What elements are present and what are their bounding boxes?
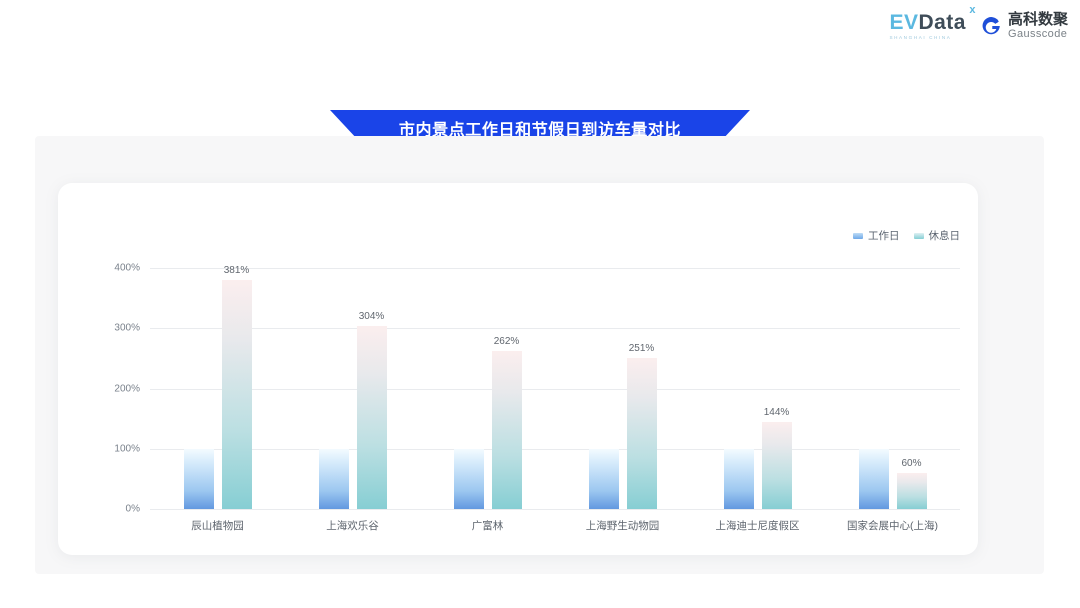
gausscode-text: 高科数聚 Gausscode bbox=[1008, 12, 1068, 40]
x-axis-category-label: 辰山植物园 bbox=[191, 520, 244, 532]
chart-card: 工作日 休息日 0% 100% 200% 300% 400% 381% 辰山植物园 304%… bbox=[58, 183, 978, 555]
bar-group: 251% 上海野生动物园 bbox=[555, 256, 690, 532]
x-axis-category-label: 国家会展中心(上海) bbox=[847, 520, 938, 532]
x-axis-category-label: 上海迪士尼度假区 bbox=[715, 520, 800, 532]
bar-weekday[interactable] bbox=[858, 448, 889, 509]
title-banner-text: 市内景点工作日和节假日到访车量对比 bbox=[398, 121, 682, 139]
bar-value-label: 262% bbox=[493, 336, 520, 348]
evdata-superscript-x: x bbox=[969, 4, 976, 16]
bar-weekday[interactable] bbox=[453, 448, 484, 509]
gridline: 400% bbox=[114, 263, 960, 274]
legend-label-weekday: 工作日 bbox=[868, 230, 900, 242]
bar-weekday[interactable] bbox=[723, 448, 754, 509]
chart-bar-groups: 381% 辰山植物园 304% 上海欢乐谷 262% 广富林 251% 上海野生动物园 144%… bbox=[150, 256, 960, 532]
evdata-wordmark-ev: EV bbox=[889, 11, 919, 34]
bar-weekend[interactable]: 251% bbox=[626, 343, 657, 509]
chart-plot-area: 0% 100% 200% 300% 400% 381% 辰山植物园 304% 上海欢乐谷 262… bbox=[114, 256, 960, 532]
gridline: 300% bbox=[114, 323, 960, 334]
gausscode-logo: 高科数聚 Gausscode bbox=[980, 12, 1068, 40]
bar-weekend[interactable]: 60% bbox=[896, 458, 927, 509]
bar-group: 262% 广富林 bbox=[420, 256, 555, 532]
bar-weekend[interactable]: 381% bbox=[221, 265, 252, 509]
evdata-tagline: SHANGHAI CHINA bbox=[889, 35, 952, 40]
y-axis-tick-label: 300% bbox=[114, 322, 140, 334]
bar-weekday[interactable] bbox=[183, 448, 214, 509]
y-axis-tick-label: 200% bbox=[114, 383, 140, 395]
legend-item-weekend[interactable]: 休息日 bbox=[913, 228, 961, 243]
legend-item-weekday[interactable]: 工作日 bbox=[853, 228, 900, 243]
y-axis-tick-label: 0% bbox=[125, 503, 140, 515]
evdata-wordmark: EVData x bbox=[889, 5, 975, 34]
bar-weekend[interactable]: 262% bbox=[491, 336, 522, 509]
legend-swatch-weekend-icon bbox=[913, 232, 924, 239]
evdata-logo: EVData x SHANGHAI CHINA bbox=[889, 5, 975, 41]
bar-group: 381% 辰山植物园 bbox=[150, 256, 285, 532]
x-axis-category-label: 上海野生动物园 bbox=[585, 520, 660, 532]
evdata-wordmark-data: Data bbox=[918, 11, 966, 34]
x-axis-category-label: 广富林 bbox=[471, 520, 504, 532]
gausscode-g-mark-icon bbox=[982, 17, 1000, 35]
gausscode-cn-name: 高科数聚 bbox=[1007, 11, 1068, 28]
gausscode-en-name: Gausscode bbox=[1007, 28, 1068, 40]
bar-group: 304% 上海欢乐谷 bbox=[285, 256, 420, 532]
bar-value-label: 251% bbox=[628, 342, 655, 354]
bar-weekday[interactable] bbox=[588, 448, 619, 509]
bar-value-label: 60% bbox=[901, 457, 922, 469]
bar-group: 144% 上海迪士尼度假区 bbox=[690, 256, 825, 532]
legend-label-weekend: 休息日 bbox=[928, 230, 961, 242]
chart-legend: 工作日 休息日 bbox=[853, 228, 960, 243]
y-axis-tick-label: 100% bbox=[114, 443, 140, 455]
bar-value-label: 144% bbox=[763, 407, 790, 419]
content-panel: 工作日 休息日 0% 100% 200% 300% 400% 381% 辰山植物园 304%… bbox=[35, 136, 1044, 574]
y-axis-tick-label: 400% bbox=[114, 262, 140, 274]
legend-swatch-weekday-icon bbox=[853, 232, 863, 239]
bar-value-label: 304% bbox=[358, 310, 385, 322]
bar-value-label: 381% bbox=[223, 264, 250, 276]
bar-group: 60% 国家会展中心(上海) bbox=[825, 256, 960, 532]
x-axis-category-label: 上海欢乐谷 bbox=[326, 520, 379, 532]
gridline: 100% bbox=[114, 443, 960, 454]
gridline: 200% bbox=[114, 383, 960, 394]
brand-bar: EVData x SHANGHAI CHINA 高科数聚 Gausscode bbox=[889, 5, 1068, 41]
gridline: 0% bbox=[126, 504, 960, 515]
bar-weekend[interactable]: 304% bbox=[356, 311, 387, 509]
bar-weekend[interactable]: 144% bbox=[761, 407, 792, 509]
bar-weekday[interactable] bbox=[318, 448, 349, 509]
